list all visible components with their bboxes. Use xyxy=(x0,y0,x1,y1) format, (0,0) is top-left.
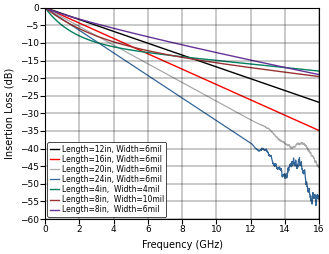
Length=8in,  Width=6mil xyxy=(57,11,61,14)
Length=20in, Width=6mil xyxy=(259,123,263,126)
Length=16in, Width=6mil xyxy=(176,66,180,69)
Length=16in, Width=6mil xyxy=(309,125,313,129)
Length=24in, Width=6mil xyxy=(309,198,313,201)
Length=16in, Width=6mil xyxy=(309,125,313,129)
Legend: Length=12in, Width=6mil, Length=16in, Width=6mil, Length=20in, Width=6mil, Lengt: Length=12in, Width=6mil, Length=16in, Wi… xyxy=(47,142,166,217)
Length=8in,  Width=6mil xyxy=(309,71,313,74)
Line: Length=16in, Width=6mil: Length=16in, Width=6mil xyxy=(45,8,319,131)
Length=24in, Width=6mil xyxy=(43,6,47,9)
Length=8in,  Width=10mil xyxy=(317,75,321,78)
Length=8in,  Width=6mil xyxy=(43,6,47,9)
Length=16in, Width=6mil xyxy=(259,103,263,106)
Length=20in, Width=6mil xyxy=(43,6,47,9)
Length=12in, Width=6mil xyxy=(317,101,321,104)
Length=8in,  Width=10mil xyxy=(43,6,47,9)
Length=8in,  Width=6mil xyxy=(176,42,180,45)
Length=8in,  Width=10mil xyxy=(309,74,313,77)
Length=20in, Width=6mil xyxy=(317,166,321,169)
Length=4in,  Width=4mil xyxy=(43,6,47,9)
Length=8in,  Width=10mil xyxy=(57,16,61,19)
Length=24in, Width=6mil xyxy=(169,89,173,92)
Length=4in,  Width=4mil xyxy=(57,21,61,24)
Length=8in,  Width=10mil xyxy=(259,68,263,71)
Length=24in, Width=6mil xyxy=(176,94,180,97)
Length=24in, Width=6mil xyxy=(317,197,321,200)
Length=24in, Width=6mil xyxy=(57,15,61,18)
Length=24in, Width=6mil xyxy=(314,204,318,207)
Length=16in, Width=6mil xyxy=(317,129,321,132)
Line: Length=24in, Width=6mil: Length=24in, Width=6mil xyxy=(45,8,319,205)
Line: Length=8in,  Width=6mil: Length=8in, Width=6mil xyxy=(45,8,319,75)
Length=8in,  Width=6mil xyxy=(169,41,173,44)
Length=12in, Width=6mil xyxy=(169,50,173,53)
Line: Length=4in,  Width=4mil: Length=4in, Width=4mil xyxy=(45,8,319,71)
Length=16in, Width=6mil xyxy=(169,63,173,66)
Length=24in, Width=6mil xyxy=(309,197,313,200)
Length=4in,  Width=4mil xyxy=(169,54,173,57)
Line: Length=20in, Width=6mil: Length=20in, Width=6mil xyxy=(45,8,319,168)
Length=16in, Width=6mil xyxy=(57,12,61,15)
Length=8in,  Width=6mil xyxy=(309,71,313,74)
Line: Length=8in,  Width=10mil: Length=8in, Width=10mil xyxy=(45,8,319,76)
Length=20in, Width=6mil xyxy=(309,153,313,156)
Length=16in, Width=6mil xyxy=(43,6,47,9)
Length=24in, Width=6mil xyxy=(259,149,263,152)
Length=4in,  Width=4mil xyxy=(309,69,313,72)
Length=12in, Width=6mil xyxy=(57,11,61,14)
Length=8in,  Width=6mil xyxy=(259,61,263,64)
Length=8in,  Width=6mil xyxy=(317,73,321,76)
Length=12in, Width=6mil xyxy=(259,81,263,84)
Line: Length=12in, Width=6mil: Length=12in, Width=6mil xyxy=(45,8,319,102)
Length=8in,  Width=10mil xyxy=(176,55,180,58)
Length=20in, Width=6mil xyxy=(169,75,173,78)
Length=20in, Width=6mil xyxy=(176,79,180,82)
Length=4in,  Width=4mil xyxy=(259,64,263,67)
Length=4in,  Width=4mil xyxy=(317,70,321,73)
Length=12in, Width=6mil xyxy=(309,98,313,101)
Length=8in,  Width=10mil xyxy=(169,54,173,57)
Length=12in, Width=6mil xyxy=(176,52,180,55)
Length=8in,  Width=10mil xyxy=(309,74,313,77)
Length=12in, Width=6mil xyxy=(309,98,313,101)
X-axis label: Frequency (GHz): Frequency (GHz) xyxy=(141,240,222,250)
Length=4in,  Width=4mil xyxy=(176,55,180,58)
Length=4in,  Width=4mil xyxy=(309,69,313,72)
Length=20in, Width=6mil xyxy=(309,153,313,156)
Length=20in, Width=6mil xyxy=(57,14,61,17)
Y-axis label: Insertion Loss (dB): Insertion Loss (dB) xyxy=(4,68,14,159)
Length=12in, Width=6mil xyxy=(43,6,47,9)
